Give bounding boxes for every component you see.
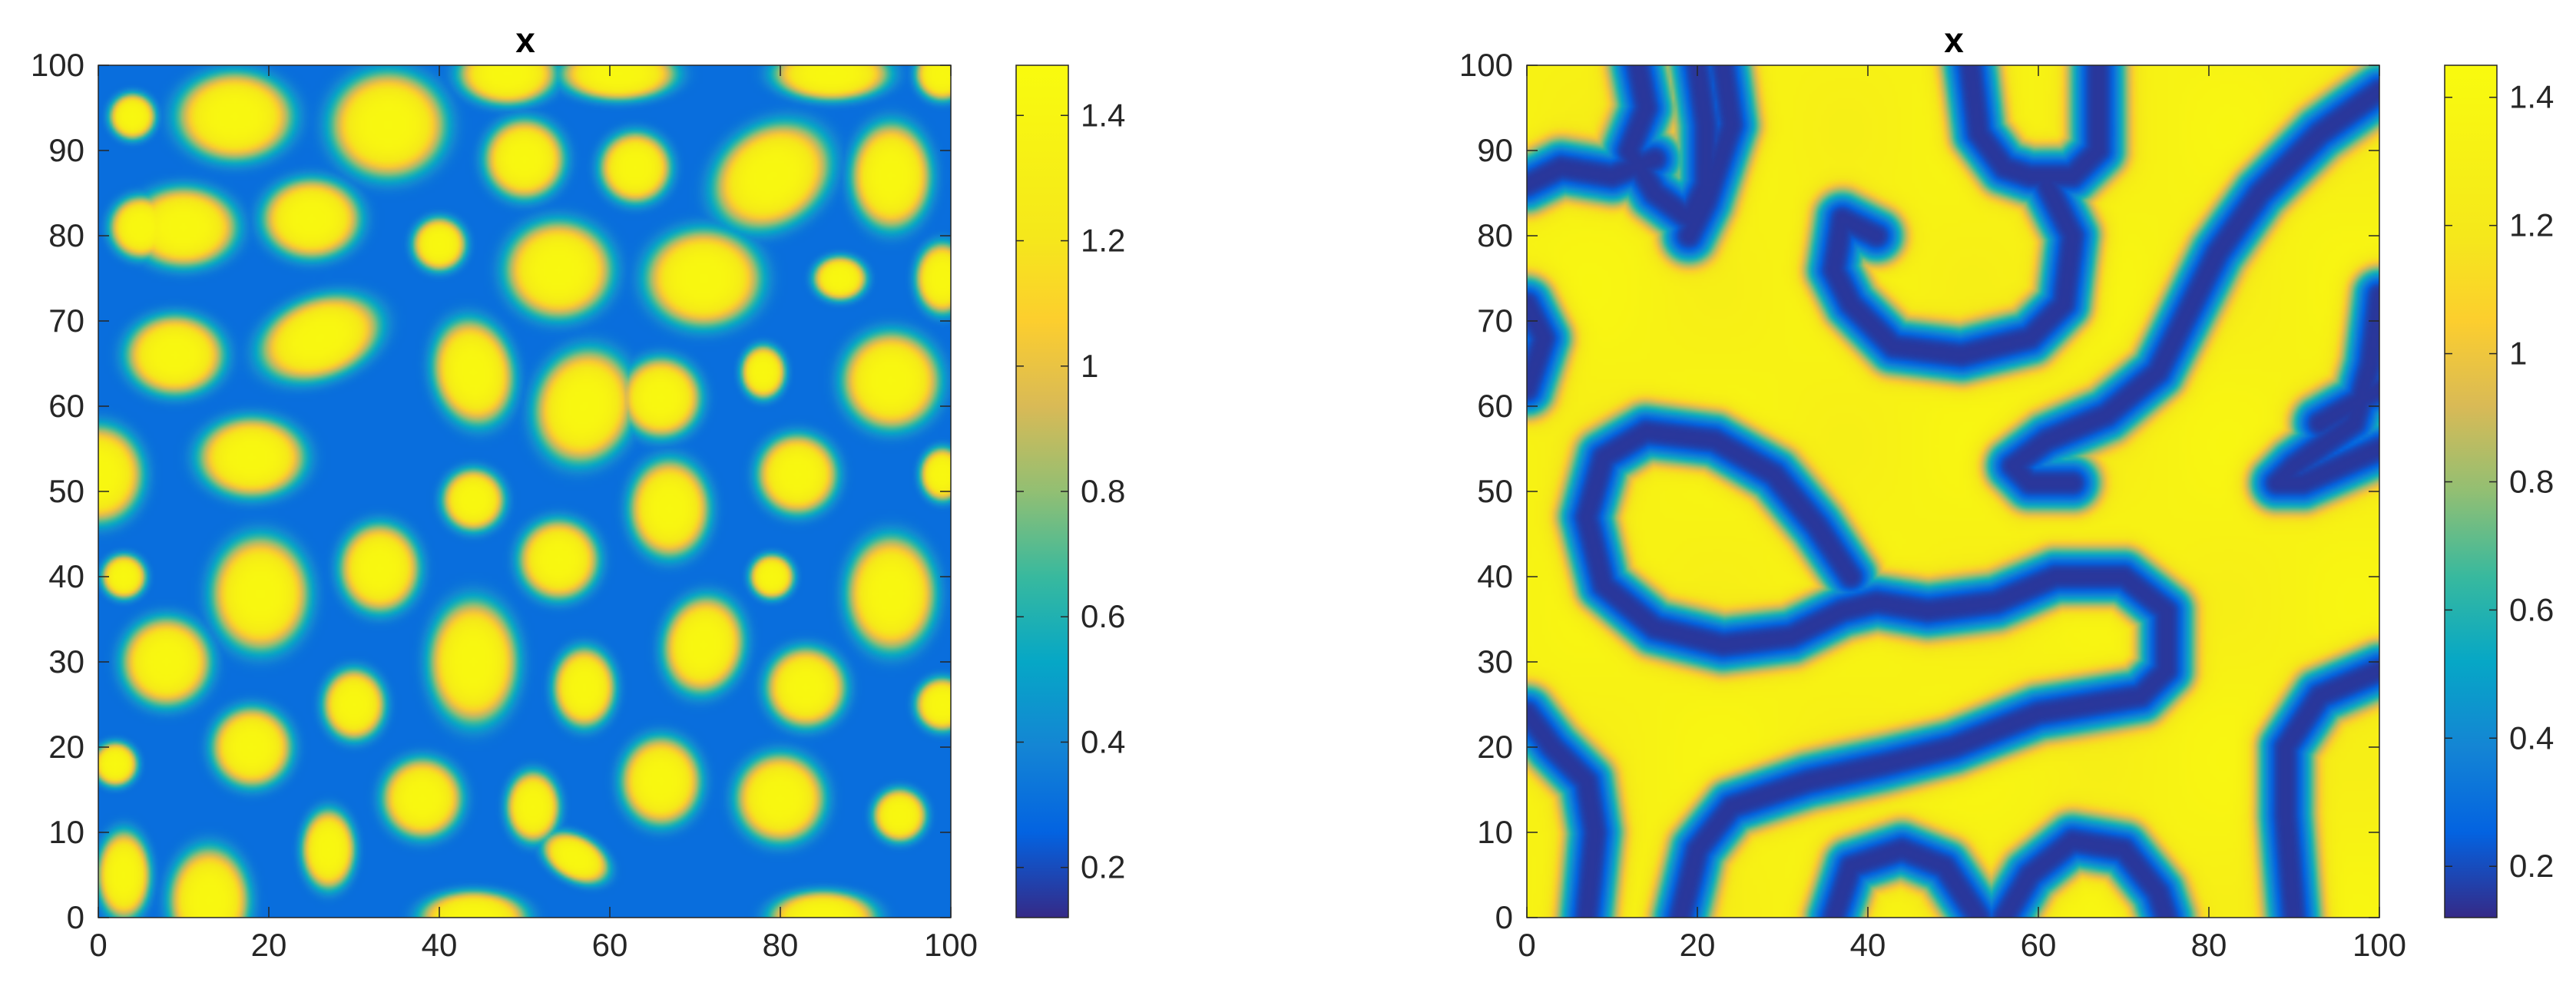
colorbar-tick-label: 0.4 [2509,719,2554,756]
x-tick-label: 40 [1850,927,1886,963]
colorbar-tick-label: 0.8 [2509,463,2554,499]
colorbar [1015,64,1069,918]
heatmap-panel-right: x 0 20 40 60 80 100 0 10 20 30 40 50 60 70 80 90 100 0.… [1459,20,2554,963]
y-tick-label: 0 [1495,899,1513,935]
colorbar-tick-label: 0.4 [1081,723,1125,759]
y-tick-label: 70 [1477,303,1513,339]
y-tick-label: 0 [67,899,84,935]
y-tick-label: 40 [48,558,84,594]
y-tick-label: 10 [48,814,84,850]
y-tick-label: 50 [48,473,84,509]
y-tick-label: 20 [48,729,84,765]
x-tick-label: 0 [1518,927,1535,963]
y-tick-label: 60 [48,388,84,424]
heatmap-plot-area [98,65,951,918]
colorbar [2444,64,2498,918]
x-tick-label: 100 [924,927,978,963]
y-tick-label: 80 [48,217,84,253]
y-tick-label: 30 [48,643,84,680]
y-tick-label: 40 [1477,558,1513,594]
y-tick-label: 30 [1477,643,1513,680]
y-tick-label: 70 [48,303,84,339]
x-axis: 0 20 40 60 80 100 [89,65,978,963]
y-tick-label: 100 [1459,47,1513,83]
x-tick-label: 80 [2191,927,2227,963]
x-tick-label: 100 [2353,927,2406,963]
x-tick-label: 20 [1680,927,1716,963]
colorbar-tick-label: 1 [1081,348,1098,384]
colorbar-tick-label: 1.4 [2509,79,2554,115]
y-tick-label: 90 [1477,132,1513,168]
heatmap-panel-left: x 0 20 40 60 80 100 0 10 20 30 40 50 60 70 80 90 100 0.… [31,20,1125,963]
colorbar-tick-label: 0.6 [1081,598,1125,634]
x-tick-label: 0 [89,927,107,963]
colorbar-tick-label: 0.8 [1081,473,1125,509]
chart-title: x [1944,20,1964,60]
x-tick-label: 60 [2021,927,2057,963]
colorbar-tick-label: 1.4 [1081,97,1125,133]
colorbar-tick-label: 1.2 [1081,223,1125,259]
y-tick-label: 20 [1477,729,1513,765]
x-tick-label: 60 [592,927,628,963]
colorbar-tick-label: 1 [2509,336,2527,372]
colorbar-tick-label: 1.2 [2509,207,2554,243]
colorbar-ticks: 0.2 0.4 0.6 0.8 1 1.2 1.4 [2445,79,2554,884]
y-tick-label: 10 [1477,814,1513,850]
x-axis: 0 20 40 60 80 100 [1518,65,2406,963]
x-tick-label: 80 [763,927,799,963]
y-tick-label: 90 [48,132,84,168]
heatmap-plot-area [1527,65,2379,918]
colorbar-ticks: 0.2 0.4 0.6 0.8 1 1.2 1.4 [1016,97,1125,885]
y-axis: 0 10 20 30 40 50 60 70 80 90 100 [31,47,951,935]
colorbar-tick-label: 0.6 [2509,591,2554,627]
x-tick-label: 20 [251,927,287,963]
colorbar-tick-label: 0.2 [2509,848,2554,884]
y-tick-label: 50 [1477,473,1513,509]
y-tick-label: 80 [1477,217,1513,253]
chart-title: x [515,20,535,60]
y-axis: 0 10 20 30 40 50 60 70 80 90 100 [1459,47,2379,935]
x-tick-label: 40 [422,927,458,963]
colorbar-tick-label: 0.2 [1081,849,1125,885]
y-tick-label: 60 [1477,388,1513,424]
y-tick-label: 100 [31,47,84,83]
